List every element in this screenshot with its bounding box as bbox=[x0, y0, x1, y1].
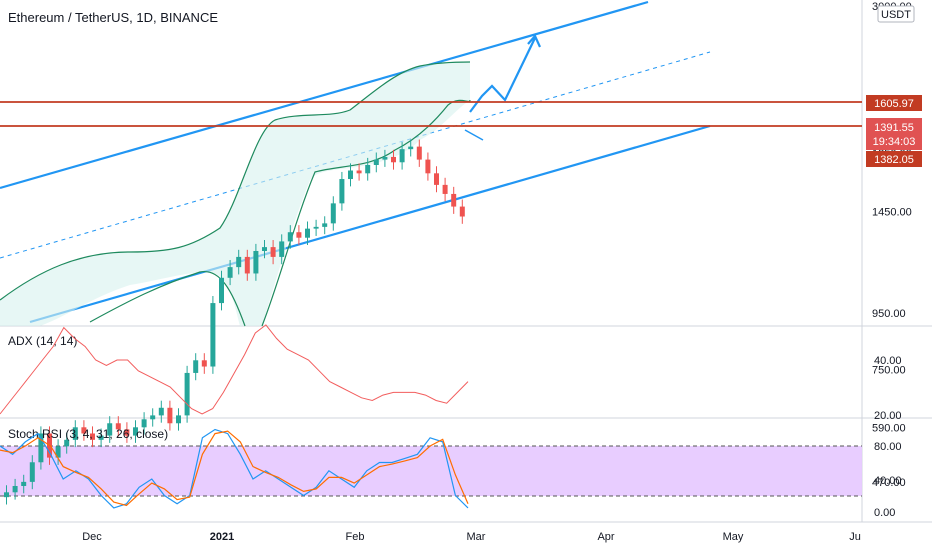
countdown-label: 19:34:03 bbox=[873, 136, 916, 148]
bollinger-lower-line-a bbox=[89, 270, 246, 327]
currency-badge[interactable] bbox=[877, 5, 915, 23]
candle-body bbox=[219, 277, 224, 304]
candle-body bbox=[55, 446, 61, 458]
candle-body bbox=[21, 481, 27, 486]
candle-body bbox=[29, 462, 35, 482]
candle-body bbox=[459, 206, 465, 217]
adx-tick-20: 20.00 bbox=[874, 410, 902, 422]
adx-title: ADX (14, 14) bbox=[8, 334, 77, 348]
time-tick-label: May bbox=[723, 531, 744, 543]
candle-body bbox=[391, 156, 396, 163]
candle-body bbox=[373, 159, 379, 165]
candle-body bbox=[408, 146, 414, 150]
candle-body bbox=[442, 184, 448, 194]
candle-body bbox=[150, 415, 156, 420]
candle-body bbox=[434, 173, 439, 185]
candle-body bbox=[305, 228, 310, 238]
candle-body bbox=[356, 170, 362, 174]
channel-lower-line bbox=[29, 124, 711, 324]
stoch-k-line bbox=[0, 428, 469, 509]
price-tick-label: 470.00 bbox=[872, 477, 906, 489]
stoch-tick-0: 0.00 bbox=[874, 507, 895, 519]
candle-body bbox=[72, 427, 78, 440]
candle-body bbox=[236, 256, 242, 268]
candle-body bbox=[176, 415, 181, 424]
stoch-d-line bbox=[0, 430, 469, 507]
candlesticks bbox=[4, 139, 465, 505]
level-badge-1382 bbox=[866, 151, 922, 167]
level-label-1391: 1391.55 bbox=[874, 122, 914, 134]
candle-body bbox=[90, 433, 95, 440]
candle-body bbox=[141, 419, 147, 428]
candle-body bbox=[98, 435, 104, 440]
time-tick-label: Mar bbox=[467, 531, 486, 543]
candle-body bbox=[365, 164, 371, 174]
chart-title: Ethereum / TetherUS, 1D, BINANCE bbox=[8, 10, 218, 25]
candle-body bbox=[184, 372, 190, 416]
stoch-rsi-title: Stoch RSI (3, 4, 31, 26, close) bbox=[8, 427, 168, 441]
adx-tick-40: 40.00 bbox=[874, 355, 902, 367]
time-tick-label: Dec bbox=[82, 531, 102, 543]
candle-body bbox=[322, 223, 328, 227]
level-label-1605: 1605.97 bbox=[874, 98, 914, 110]
candle-body bbox=[115, 423, 121, 430]
currency-label: USDT bbox=[881, 9, 911, 21]
channel-upper-line bbox=[0, 0, 649, 190]
price-tick-label: 950.00 bbox=[872, 308, 906, 320]
price-tick-label: 1450.00 bbox=[872, 206, 912, 218]
adx-line bbox=[0, 324, 469, 415]
candle-body bbox=[4, 492, 9, 498]
candle-body bbox=[399, 149, 405, 163]
bollinger-fill bbox=[0, 62, 470, 326]
candle-body bbox=[253, 250, 259, 274]
candle-body bbox=[287, 232, 293, 242]
candle-body bbox=[270, 247, 276, 257]
price-tick-label: 750.00 bbox=[872, 365, 906, 377]
candle-body bbox=[158, 407, 164, 416]
candle-body bbox=[296, 232, 302, 238]
candle-body bbox=[330, 203, 336, 224]
candle-body bbox=[210, 303, 216, 367]
level-badge-1605 bbox=[866, 95, 922, 111]
candle-body bbox=[201, 360, 207, 367]
projection-arrow-head bbox=[527, 33, 542, 48]
candle-body bbox=[64, 439, 70, 447]
time-tick-label: Ju bbox=[849, 531, 861, 543]
bollinger-upper-line bbox=[0, 61, 471, 301]
candle-body bbox=[227, 267, 233, 278]
candle-body bbox=[38, 433, 44, 463]
candle-body bbox=[262, 247, 267, 251]
candle-body bbox=[339, 179, 345, 204]
candle-body bbox=[279, 241, 285, 257]
candle-body bbox=[313, 226, 319, 229]
projection-small-line bbox=[464, 129, 484, 141]
candle-body bbox=[382, 156, 388, 160]
candle-body bbox=[124, 429, 130, 436]
time-axis-ticks: Dec 2021 Feb Mar Apr May Ju bbox=[82, 531, 861, 543]
stoch-tick-80: 80.00 bbox=[874, 441, 902, 453]
candle-body bbox=[193, 360, 199, 373]
candle-body bbox=[133, 427, 138, 436]
time-tick-label: Feb bbox=[346, 531, 365, 543]
level-label-1382: 1382.05 bbox=[874, 154, 914, 166]
time-tick-label: Apr bbox=[597, 531, 614, 543]
stoch-tick-40: 40.00 bbox=[874, 475, 902, 487]
stoch-rsi-band bbox=[0, 446, 862, 496]
candle-body bbox=[451, 193, 457, 207]
candle-body bbox=[244, 256, 250, 274]
candle-body bbox=[167, 407, 173, 424]
candle-body bbox=[81, 427, 87, 434]
candle-body bbox=[416, 146, 422, 160]
time-tick-label: 2021 bbox=[210, 531, 234, 543]
candle-body bbox=[348, 170, 353, 180]
candle-body bbox=[425, 159, 431, 174]
candle-body bbox=[12, 485, 18, 493]
price-tick-label: 590.00 bbox=[872, 422, 906, 434]
level-badge-1391 bbox=[866, 118, 922, 150]
candle-body bbox=[107, 423, 113, 436]
